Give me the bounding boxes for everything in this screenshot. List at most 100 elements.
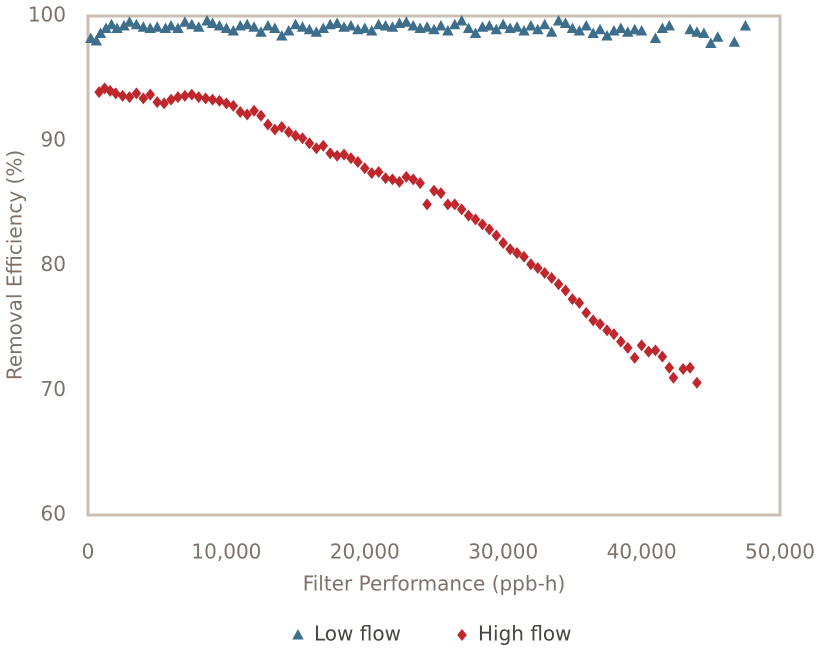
point	[296, 21, 309, 32]
y-tick-label: 70	[41, 377, 66, 401]
point	[303, 23, 316, 35]
point	[519, 250, 529, 263]
point	[622, 341, 633, 354]
point	[172, 22, 184, 33]
point	[657, 350, 668, 363]
point	[615, 22, 627, 33]
point	[105, 18, 118, 30]
legend-marker	[292, 629, 304, 640]
point	[269, 22, 281, 33]
point	[462, 22, 475, 33]
y-tick-label: 90	[41, 127, 66, 151]
point	[552, 14, 565, 26]
point	[442, 24, 454, 36]
point	[705, 37, 717, 48]
point	[407, 19, 419, 31]
point	[282, 24, 295, 36]
point	[124, 91, 135, 104]
point	[262, 19, 274, 31]
legend-label: High flow	[478, 622, 572, 646]
point	[616, 335, 626, 348]
point	[526, 258, 536, 271]
point	[595, 318, 605, 331]
y-tick-label: 80	[41, 252, 66, 276]
point	[698, 27, 710, 38]
point	[151, 21, 163, 32]
point	[512, 247, 522, 260]
point	[179, 16, 191, 27]
point	[443, 198, 453, 211]
point	[643, 345, 654, 358]
point	[283, 126, 294, 139]
point	[248, 21, 260, 32]
point	[545, 26, 558, 37]
point	[180, 89, 190, 102]
point	[649, 32, 662, 43]
point	[477, 218, 488, 231]
point	[255, 26, 267, 37]
point	[123, 16, 136, 27]
point	[241, 18, 253, 30]
point	[331, 17, 343, 28]
point	[601, 29, 613, 41]
point	[214, 94, 225, 107]
legend-label: Low flow	[314, 622, 401, 646]
point	[221, 97, 232, 110]
point	[559, 17, 572, 28]
point	[587, 27, 599, 38]
point	[186, 18, 198, 30]
point	[387, 173, 398, 186]
point	[408, 173, 419, 186]
point	[228, 99, 239, 112]
point	[491, 229, 502, 242]
point	[668, 371, 679, 384]
point	[325, 147, 335, 160]
point	[193, 21, 205, 32]
point	[635, 24, 648, 36]
y-tick-label: 60	[41, 502, 66, 526]
point	[553, 278, 564, 291]
point	[566, 22, 579, 33]
point	[311, 142, 322, 155]
point	[130, 18, 143, 30]
point	[145, 88, 156, 101]
point	[567, 293, 578, 306]
point	[415, 177, 425, 190]
point	[532, 23, 544, 35]
point	[165, 19, 177, 31]
point	[685, 361, 695, 374]
point	[580, 19, 592, 31]
point	[739, 19, 752, 31]
point	[380, 172, 391, 185]
point	[200, 92, 211, 105]
point	[498, 237, 508, 250]
point	[276, 29, 288, 41]
point	[663, 19, 675, 31]
legend-marker	[457, 629, 467, 641]
point	[712, 31, 724, 42]
point	[118, 19, 130, 31]
x-tick-label: 10,000	[191, 540, 261, 564]
point	[100, 22, 112, 33]
point	[594, 23, 606, 35]
point	[310, 26, 323, 37]
point	[533, 261, 543, 274]
point	[152, 96, 162, 109]
point	[609, 328, 619, 341]
point	[187, 88, 197, 101]
point	[353, 155, 363, 168]
point	[664, 361, 675, 374]
point	[429, 184, 439, 197]
point	[505, 243, 515, 256]
point	[602, 324, 612, 337]
point	[359, 22, 371, 33]
point	[436, 187, 446, 200]
point	[256, 109, 266, 122]
point	[428, 23, 440, 35]
point	[207, 93, 218, 106]
point	[110, 87, 121, 100]
point	[159, 97, 169, 110]
point	[525, 19, 537, 31]
point	[463, 209, 474, 222]
